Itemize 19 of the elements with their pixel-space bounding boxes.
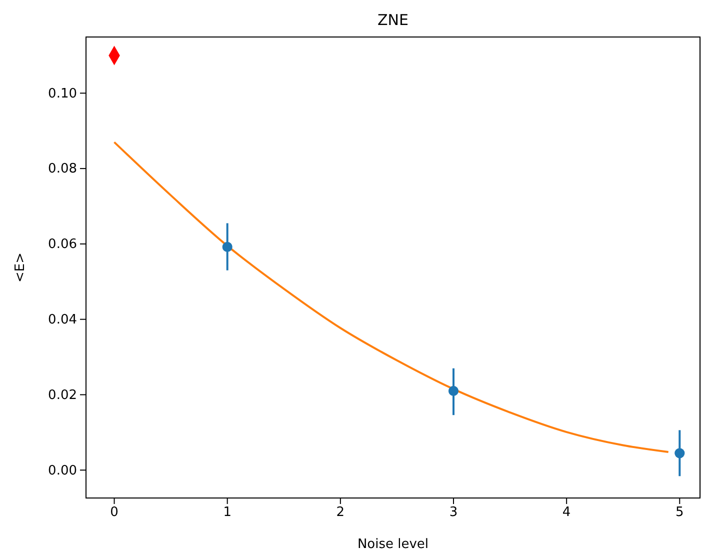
x-tick-label: 4 — [562, 505, 571, 520]
y-axis-title: <E> — [13, 252, 28, 282]
y-tick-label: 0.08 — [48, 162, 77, 177]
point — [448, 386, 459, 396]
y-tick-label: 0.02 — [48, 388, 77, 403]
y-tick-label: 0.00 — [48, 463, 77, 478]
x-tick-label: 5 — [676, 505, 684, 520]
x-tick-label: 3 — [449, 505, 458, 520]
line-series — [113, 141, 670, 454]
y-tick-label: 0.06 — [48, 237, 77, 252]
chart-title: ZNE — [378, 11, 408, 29]
x-tick-label: 1 — [223, 505, 232, 520]
y-tick-label: 0.04 — [48, 312, 77, 328]
x-tick-label: 2 — [336, 505, 345, 520]
y-tick-label: 0.10 — [48, 86, 77, 102]
point — [674, 448, 685, 458]
x-axis-title: Noise level — [357, 537, 429, 552]
point — [222, 242, 232, 252]
x-tick-label: 0 — [110, 505, 118, 520]
